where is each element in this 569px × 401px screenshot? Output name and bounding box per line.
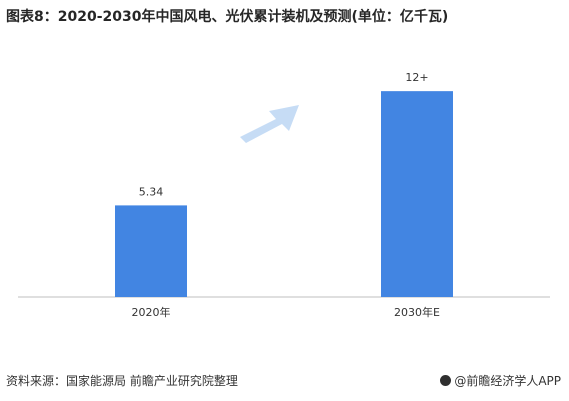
x-tick-label-2: 2030年E [394,305,440,319]
bar-2 [381,91,453,298]
brand-credit: @前瞻经济学人APP [440,372,561,389]
bar-1 [115,205,187,297]
data-label-2: 12+ [405,71,428,84]
x-tick-label-1: 2020年 [132,305,171,319]
growth-arrow-icon [240,105,299,143]
brand-logo-icon [440,375,452,386]
data-label-1: 5.34 [139,185,164,198]
chart-title: 图表8：2020-2030年中国风电、光伏累计装机及预测(单位：亿千瓦) [6,9,449,25]
source-note: 资料来源：国家能源局 前瞻产业研究院整理 [6,374,238,388]
brand-credit-text: @前瞻经济学人APP [454,374,561,388]
